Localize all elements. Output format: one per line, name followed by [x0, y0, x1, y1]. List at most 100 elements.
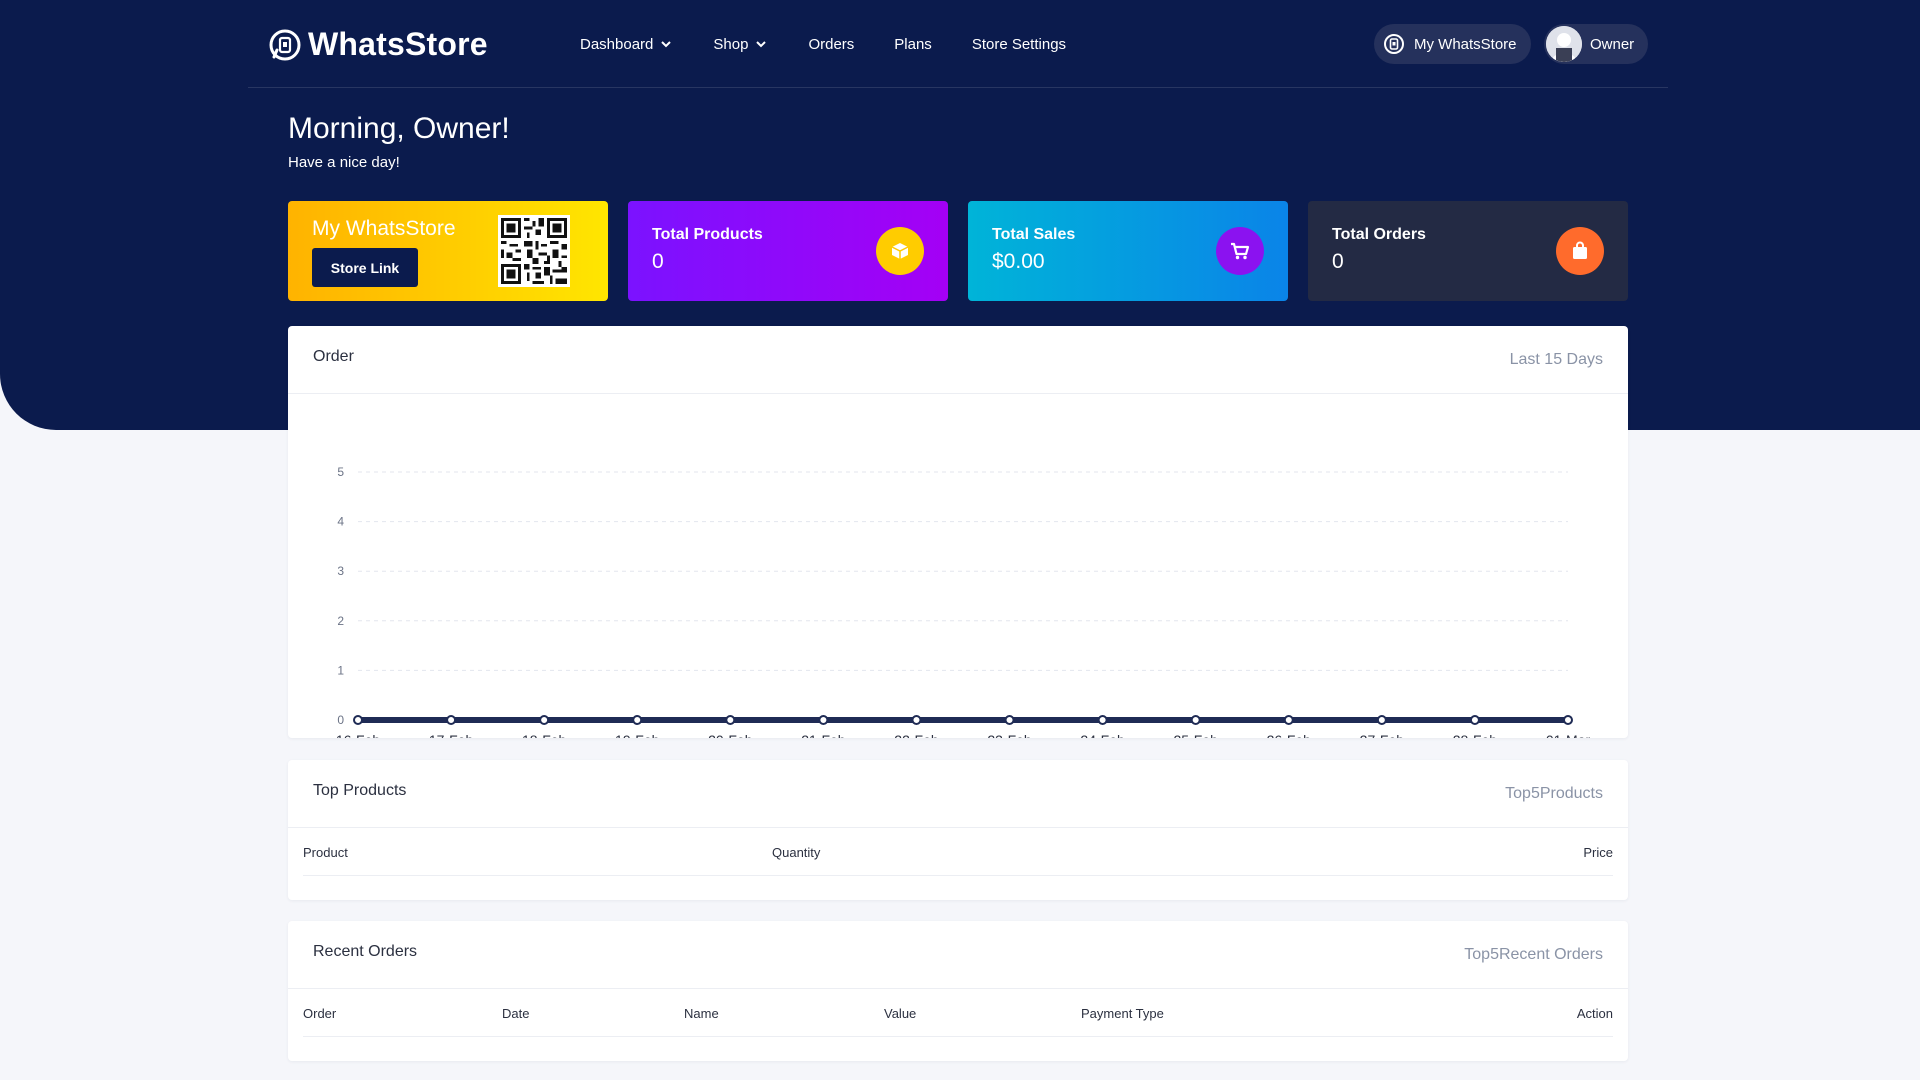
chevron-down-icon — [756, 41, 767, 48]
total-sales-card: Total Sales $0.00 — [968, 201, 1288, 301]
x-tick-label: 28-Feb — [1453, 732, 1498, 738]
total-orders-label: Total Orders — [1332, 226, 1426, 243]
my-whatsstore-card: My WhatsStore Store Link — [288, 201, 608, 301]
x-tick-label: 24-Feb — [1080, 732, 1125, 738]
data-point — [1097, 715, 1108, 725]
total-sales-value: $0.00 — [992, 250, 1045, 273]
column-header-value: Value — [884, 1006, 917, 1021]
total-products-label: Total Products — [652, 226, 763, 243]
brand-name: WhatsStore — [308, 26, 488, 62]
x-tick-label: 17-Feb — [429, 732, 474, 738]
x-tick-label: 19-Feb — [615, 732, 660, 738]
x-tick-label: 22-Feb — [894, 732, 939, 738]
main-nav: Dashboard Shop Orders Plans Store Settin… — [580, 0, 1066, 88]
x-tick-label: 20-Feb — [708, 732, 753, 738]
nav-orders[interactable]: Orders — [808, 36, 854, 53]
top-products-meta: Top5Products — [1505, 785, 1603, 802]
top-products-title: Top Products — [313, 782, 407, 799]
order-panel-header: Order Last 15 Days — [288, 326, 1628, 394]
total-products-value: 0 — [652, 250, 664, 273]
data-point — [539, 715, 550, 725]
data-point — [1376, 715, 1387, 725]
store-card-title: My WhatsStore — [312, 217, 456, 240]
whatsstore-logo-icon — [269, 29, 301, 60]
column-header-payment-type: Payment Type — [1081, 1006, 1164, 1021]
x-tick-label: 27-Feb — [1360, 732, 1405, 738]
nav-dashboard[interactable]: Dashboard — [580, 36, 673, 53]
order-chart-panel: Order Last 15 Days 0 1 2 3 4 5 16-Feb 17-Feb 18-… — [288, 326, 1628, 738]
column-header-name: Name — [684, 1006, 719, 1021]
user-menu-button[interactable]: Owner — [1544, 24, 1649, 64]
column-header-price: Price — [1583, 845, 1613, 860]
whatsstore-logo-icon — [1384, 34, 1404, 54]
box-icon — [876, 227, 924, 275]
data-point — [818, 715, 829, 725]
nav-shop-label: Shop — [713, 35, 749, 53]
y-tick-label: 1 — [337, 663, 344, 677]
y-tick-label: 4 — [337, 515, 344, 529]
nav-store-settings[interactable]: Store Settings — [972, 36, 1066, 53]
column-header-quantity: Quantity — [772, 845, 821, 860]
y-tick-label: 0 — [337, 713, 344, 727]
y-tick-label: 5 — [337, 465, 344, 479]
top-products-table-header: Product Quantity Price — [303, 828, 1613, 876]
nav-store-settings-label: Store Settings — [971, 35, 1067, 53]
x-tick-label: 21-Feb — [801, 732, 846, 738]
data-point — [911, 715, 922, 725]
nav-plans[interactable]: Plans — [894, 36, 932, 53]
my-whatsstore-label: My WhatsStore — [1414, 35, 1517, 53]
data-point — [1283, 715, 1294, 725]
store-link-button[interactable]: Store Link — [312, 248, 418, 287]
data-point — [446, 715, 457, 725]
brand-logo[interactable]: WhatsStore — [268, 26, 488, 63]
column-header-order: Order — [303, 1006, 337, 1021]
data-point — [725, 715, 736, 725]
y-tick-label: 3 — [337, 564, 344, 578]
nav-plans-label: Plans — [894, 35, 932, 53]
user-avatar-icon — [1546, 26, 1582, 62]
greeting-subtitle: Have a nice day! — [288, 154, 400, 171]
total-orders-value: 0 — [1332, 250, 1344, 273]
recent-orders-table-header: Order Date Name Value Payment Type Actio… — [303, 989, 1613, 1037]
data-point — [353, 715, 363, 725]
order-panel-range: Last 15 Days — [1509, 351, 1603, 368]
total-products-card: Total Products 0 — [628, 201, 948, 301]
top-products-panel: Top Products Top5Products Product Quanti… — [288, 760, 1628, 900]
x-tick-label: 16-Feb — [336, 732, 381, 738]
total-orders-card: Total Orders 0 — [1308, 201, 1628, 301]
nav-shop[interactable]: Shop — [713, 36, 768, 53]
nav-dashboard-label: Dashboard — [580, 35, 654, 53]
recent-orders-panel: Recent Orders Top5Recent Orders Order Da… — [288, 921, 1628, 1061]
order-panel-title: Order — [313, 348, 354, 365]
recent-orders-meta: Top5Recent Orders — [1464, 946, 1603, 963]
column-header-date: Date — [502, 1006, 530, 1021]
greeting: Morning, Owner! Have a nice day! — [288, 112, 510, 171]
data-point — [632, 715, 643, 725]
x-tick-label: 26-Feb — [1267, 732, 1312, 738]
order-line-chart: 0 1 2 3 4 5 16-Feb 17-Feb 18-Feb 19-Feb 20-Feb 21-F… — [336, 465, 1591, 738]
user-name-label: Owner — [1590, 35, 1635, 53]
qr-code-icon[interactable] — [498, 215, 570, 287]
total-sales-label: Total Sales — [992, 226, 1076, 243]
bag-icon — [1556, 227, 1604, 275]
my-whatsstore-button[interactable]: My WhatsStore — [1374, 24, 1531, 64]
y-tick-label: 2 — [337, 614, 344, 628]
avatar — [1546, 26, 1582, 62]
data-point — [1563, 715, 1573, 725]
column-header-action: Action — [1576, 1006, 1613, 1021]
data-point — [1469, 715, 1480, 725]
top-products-header: Top Products Top5Products — [288, 760, 1628, 828]
data-point — [1004, 715, 1015, 725]
cart-icon — [1216, 227, 1264, 275]
top-navbar: WhatsStore Dashboard Shop Orders Plans S… — [248, 0, 1668, 88]
x-tick-label: 01-Mar — [1546, 732, 1591, 738]
recent-orders-header: Recent Orders Top5Recent Orders — [288, 921, 1628, 989]
chevron-down-icon — [661, 41, 672, 48]
x-tick-label: 25-Feb — [1174, 732, 1219, 738]
x-tick-label: 18-Feb — [522, 732, 567, 738]
column-header-product: Product — [303, 845, 348, 860]
recent-orders-title: Recent Orders — [313, 943, 418, 960]
greeting-title: Morning, Owner! — [288, 112, 510, 145]
x-tick-label: 23-Feb — [987, 732, 1032, 738]
nav-orders-label: Orders — [808, 35, 855, 53]
